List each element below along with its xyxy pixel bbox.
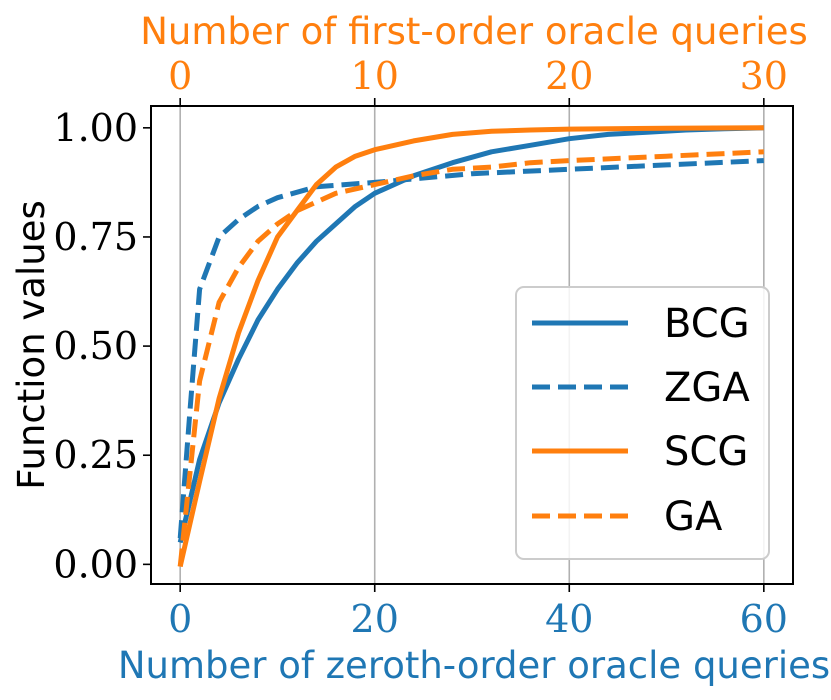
series-line-bcg (177, 125, 764, 544)
x2-tick-label: 10 (351, 54, 399, 98)
legend: BCG ZGA SCG GA (515, 286, 770, 560)
series-lines (177, 125, 764, 568)
y-tick-label: 0.75 (53, 215, 138, 259)
legend-label-zga: ZGA (664, 365, 750, 411)
series-line-scg (177, 125, 764, 568)
legend-label-scg: SCG (664, 429, 748, 475)
legend-label-ga: GA (664, 494, 723, 540)
ticks: 0 20 40 60 0 10 20 30 0.00 0.25 0.50 0.75 1.00 (53, 54, 788, 641)
x-tick-label: 0 (168, 597, 192, 641)
y-axis-label: Function values (10, 200, 53, 489)
top-axis-label: Number of first-order oracle queries (140, 10, 807, 53)
series-line-ga (177, 149, 764, 567)
y-tick-label: 0.25 (53, 433, 138, 477)
x2-tick-label: 30 (740, 54, 788, 98)
plot-frame (150, 105, 794, 585)
series-line-zga (177, 158, 764, 539)
y-tick-label: 0.00 (53, 542, 138, 586)
x2-tick-label: 20 (545, 54, 593, 98)
y-tick-label: 0.50 (53, 324, 138, 368)
legend-box (515, 286, 770, 560)
x2-tick-label: 0 (168, 54, 192, 98)
y-tick-label: 1.00 (53, 106, 138, 150)
legend-label-bcg: BCG (664, 301, 750, 347)
x-tick-label: 20 (351, 597, 399, 641)
x-tick-label: 60 (740, 597, 788, 641)
bottom-axis-label: Number of zeroth-order oracle queries (118, 644, 830, 687)
x-tick-label: 40 (545, 597, 593, 641)
